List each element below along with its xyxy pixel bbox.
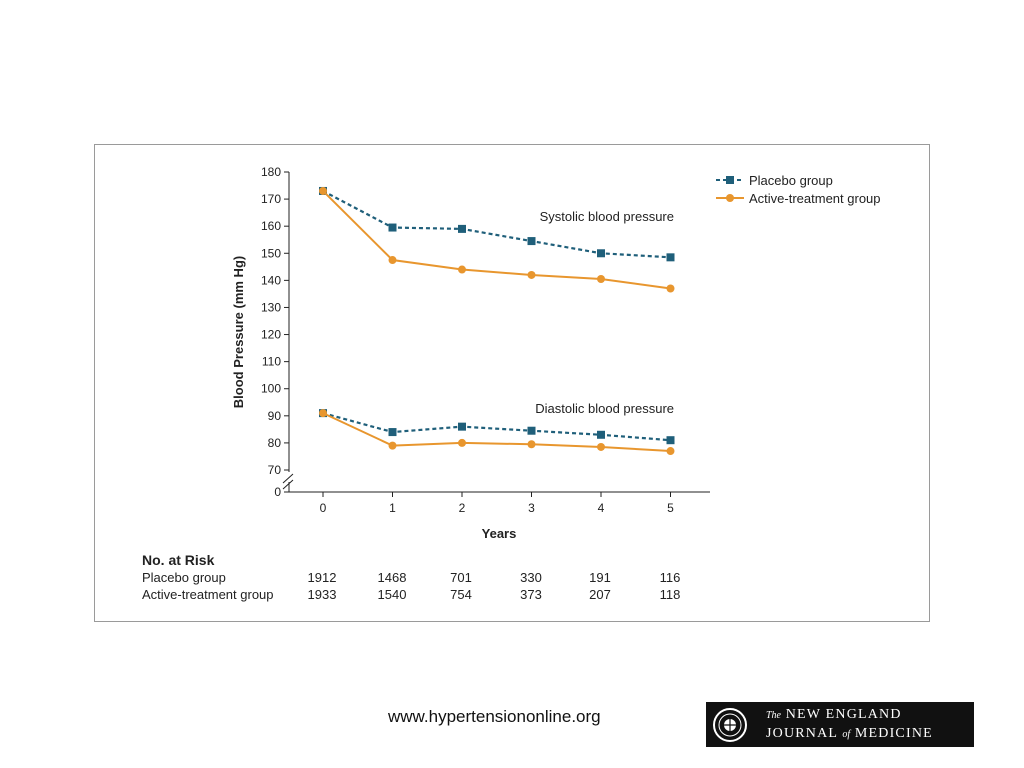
- series-line-diastolic-placebo: [322, 412, 671, 442]
- figure-frame: [94, 144, 930, 622]
- risk-cell: 373: [520, 587, 542, 602]
- data-point-active: [458, 265, 466, 274]
- data-point-placebo: [527, 426, 536, 435]
- data-point-active: [388, 441, 397, 450]
- series-line-diastolic-active: [322, 412, 671, 453]
- y-tick-label: 150: [261, 246, 281, 260]
- data-point-active: [527, 270, 536, 279]
- logo-the: The: [766, 709, 781, 721]
- data-point-active: [666, 284, 675, 293]
- nejm-logo: The NEW ENGLAND JOURNAL of MEDICINE: [706, 702, 974, 747]
- data-point-placebo: [597, 249, 605, 258]
- y-tick-label: 120: [261, 328, 281, 342]
- axis-break-mark: [282, 473, 294, 484]
- y-tick-label: 160: [261, 219, 281, 233]
- y-axis-label: Blood Pressure (mm Hg): [231, 256, 246, 408]
- x-tick-label: 2: [459, 501, 466, 515]
- data-point-active: [319, 186, 327, 195]
- x-tick-label: 4: [598, 501, 605, 515]
- x-tick-label: 3: [528, 501, 535, 515]
- risk-cell: 1933: [307, 587, 337, 602]
- y-tick-label: 170: [261, 192, 281, 206]
- data-point-placebo: [666, 253, 675, 262]
- data-point-active: [666, 447, 675, 456]
- risk-row-label: Placebo group: [142, 570, 226, 585]
- y-tick-label: 70: [268, 463, 282, 477]
- data-point-active: [458, 438, 466, 447]
- risk-cell: 1468: [377, 570, 407, 585]
- logo-medicine: MEDICINE: [854, 725, 933, 741]
- risk-cell: 116: [659, 570, 681, 585]
- y-tick-label: 0: [274, 485, 281, 499]
- logo-journal: JOURNAL: [766, 725, 838, 741]
- x-axis-label: Years: [482, 526, 517, 541]
- footer-url: www.hypertensiononline.org: [388, 707, 601, 726]
- risk-row-active: Active-treatment group 1933 1540 754 373…: [142, 587, 680, 604]
- data-point-active: [597, 442, 605, 451]
- y-tick-label: 90: [268, 409, 282, 423]
- data-point-placebo: [388, 223, 397, 232]
- x-tick-label: 5: [667, 501, 674, 515]
- risk-cell: 1540: [377, 587, 407, 602]
- journal-seal-icon: [713, 707, 747, 742]
- data-point-placebo: [597, 430, 605, 439]
- data-point-active: [597, 275, 605, 284]
- risk-cell: 330: [520, 570, 542, 585]
- annotation-systolic: Systolic blood pressure: [540, 209, 674, 224]
- risk-cell: 191: [589, 570, 611, 585]
- legend-label-placebo: Placebo group: [749, 173, 833, 188]
- legend-marker-placebo: [726, 176, 734, 184]
- y-tick-label: 100: [261, 382, 281, 396]
- risk-cell: 207: [589, 587, 611, 602]
- number-at-risk-table: No. at Risk Placebo group 1912 1468 701 …: [142, 552, 680, 604]
- logo-of: of: [842, 728, 851, 740]
- y-tick-label: 110: [262, 355, 281, 369]
- y-tick-label: 80: [268, 436, 282, 450]
- y-tick-label: 140: [261, 273, 281, 287]
- series-line-systolic-placebo: [322, 189, 671, 259]
- data-point-placebo: [527, 237, 536, 246]
- legend-marker-active: [726, 194, 734, 202]
- data-point-active: [319, 409, 327, 418]
- y-tick-label: 180: [261, 165, 281, 179]
- data-point-placebo: [458, 224, 466, 233]
- x-tick-label: 1: [389, 501, 396, 515]
- data-point-active: [527, 440, 536, 449]
- risk-cell: 1912: [307, 570, 337, 585]
- data-point-placebo: [666, 436, 675, 445]
- data-point-placebo: [388, 428, 397, 437]
- data-point-placebo: [458, 422, 466, 431]
- nejm-wordmark: The NEW ENGLAND JOURNAL of MEDICINE: [766, 706, 933, 744]
- series-line-systolic-active: [322, 190, 671, 290]
- risk-row-placebo: Placebo group 1912 1468 701 330 191 116: [142, 570, 680, 587]
- y-tick-label: 130: [261, 300, 281, 314]
- risk-cell: 701: [450, 570, 472, 585]
- risk-cell: 754: [450, 587, 472, 602]
- risk-table-title: No. at Risk: [142, 552, 215, 568]
- risk-row-label: Active-treatment group: [142, 587, 274, 602]
- risk-cell: 118: [659, 587, 681, 602]
- legend-label-active: Active-treatment group: [749, 191, 881, 206]
- data-point-active: [388, 256, 397, 265]
- annotation-diastolic: Diastolic blood pressure: [535, 401, 674, 416]
- x-tick-label: 0: [320, 501, 327, 515]
- logo-line1: NEW ENGLAND: [785, 706, 902, 722]
- axis-break-mark: [282, 479, 294, 490]
